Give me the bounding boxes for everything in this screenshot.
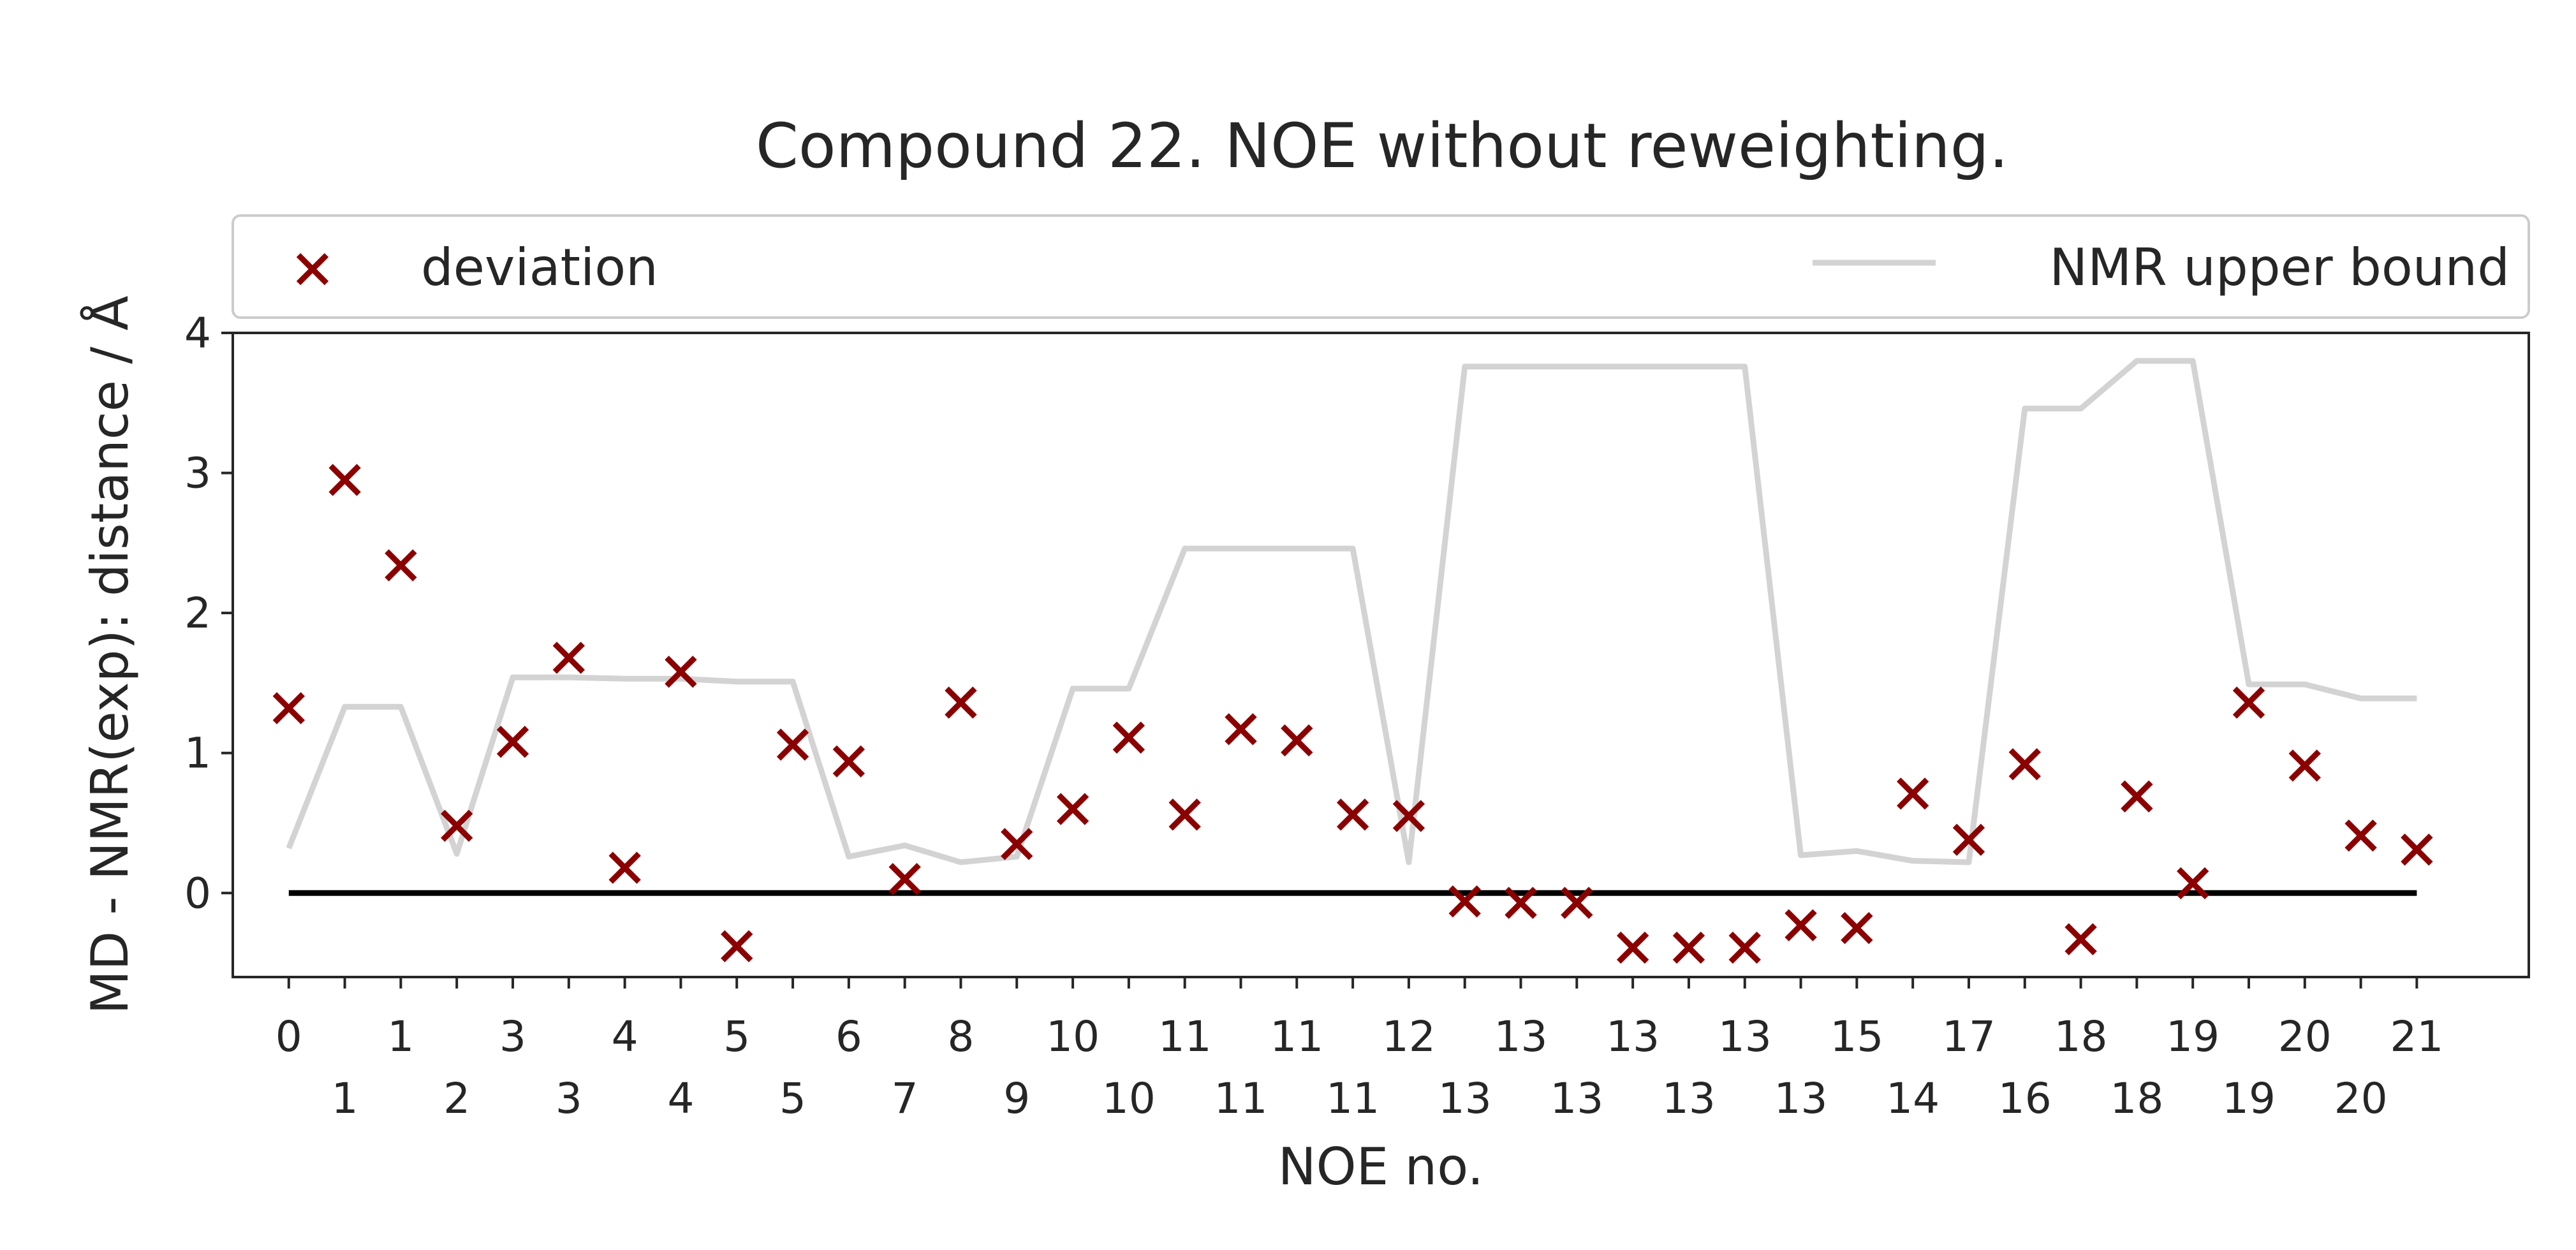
x-tick-label: 0 <box>276 1012 302 1061</box>
deviation-point <box>2176 867 2209 900</box>
deviation-point <box>1392 800 1425 832</box>
x-tick-label: 4 <box>667 1074 694 1123</box>
x-tick-label: 10 <box>1046 1012 1100 1061</box>
x-tick-label: 13 <box>1662 1074 1716 1123</box>
deviation-point <box>2064 923 2097 955</box>
deviation-point <box>1448 885 1481 918</box>
deviation-point <box>1841 911 1873 945</box>
legend: deviation NMR upper bound <box>232 214 2530 319</box>
x-tick-label: 2 <box>443 1074 470 1123</box>
x-tick-label: 1 <box>387 1012 414 1061</box>
x-tick-label: 13 <box>1774 1074 1828 1123</box>
deviation-markers <box>272 464 2433 964</box>
deviation-point <box>1336 798 1369 831</box>
x-tick-label: 7 <box>892 1074 918 1123</box>
deviation-point <box>1616 931 1649 964</box>
x-tick-label: 13 <box>1550 1074 1603 1123</box>
x-tick-label: 9 <box>1003 1074 1030 1123</box>
deviation-point <box>2401 834 2433 866</box>
x-tick-label: 20 <box>2278 1012 2332 1061</box>
x-tick-label: 19 <box>2222 1074 2276 1123</box>
x-tick-label: 16 <box>1998 1074 2052 1123</box>
x-tick-label: 18 <box>2054 1012 2108 1061</box>
deviation-point <box>385 549 417 582</box>
legend-label-deviation: deviation <box>421 238 658 297</box>
x-tick-label: 19 <box>2166 1012 2219 1061</box>
x-tick-label: 5 <box>779 1074 806 1123</box>
x-tick-label: 12 <box>1382 1012 1436 1061</box>
x-tick-label: 13 <box>1606 1012 1660 1061</box>
x-tick-label: 11 <box>1326 1074 1380 1123</box>
deviation-point <box>1225 713 1257 746</box>
deviation-point <box>1561 886 1593 919</box>
x-tick-label: 11 <box>1270 1012 1323 1061</box>
x-tick-label: 20 <box>2334 1074 2388 1123</box>
x-tick-label: 13 <box>1438 1074 1492 1123</box>
deviation-point <box>1112 721 1145 754</box>
chart-title: Compound 22. NOE without reweighting. <box>756 110 2008 182</box>
deviation-point <box>1505 886 1537 919</box>
y-tick-label: 2 <box>184 589 211 638</box>
x-tick-label: 4 <box>612 1012 638 1061</box>
deviation-point <box>1896 777 1929 810</box>
x-tick-label: 5 <box>723 1012 750 1061</box>
deviation-point <box>2344 820 2377 852</box>
x-tick-label: 6 <box>835 1012 862 1061</box>
y-axis-label: MD - NMR(exp): distance / Å <box>80 295 140 1014</box>
x-tick-label: 17 <box>1942 1012 1996 1061</box>
x-tick-label: 21 <box>2390 1012 2443 1061</box>
y-tick-label: 4 <box>184 309 211 358</box>
x-tick-label: 15 <box>1830 1012 1883 1061</box>
deviation-point <box>1168 798 1201 831</box>
x-tick-label: 13 <box>1718 1012 1772 1061</box>
plot-frame <box>232 332 2530 978</box>
deviation-point <box>608 851 641 884</box>
x-tick-label: 14 <box>1886 1074 1939 1123</box>
deviation-point <box>1728 931 1761 964</box>
deviation-point <box>665 656 697 688</box>
x-tick-label: 11 <box>1214 1074 1267 1123</box>
deviation-point <box>832 745 865 778</box>
bound-line-layer <box>286 358 2417 865</box>
deviation-point <box>552 642 585 674</box>
deviation-point <box>2288 749 2321 782</box>
x-tick-label: 3 <box>499 1012 526 1061</box>
y-tick-label: 3 <box>184 449 211 498</box>
x-tick-label: 3 <box>556 1074 582 1123</box>
x-tick-label: 13 <box>1494 1012 1548 1061</box>
x-tick-label: 8 <box>947 1012 974 1061</box>
legend-label-bound: NMR upper bound <box>2049 238 2510 297</box>
x-axis-ticks: 0112334455678910101111111112131313131313… <box>276 977 2443 1123</box>
deviation-point <box>1672 931 1705 964</box>
deviation-point <box>328 464 361 496</box>
x-tick-label: 1 <box>332 1074 358 1123</box>
deviation-point <box>776 728 809 761</box>
deviation-point <box>1785 909 1817 941</box>
deviation-point <box>945 686 977 719</box>
deviation-point <box>2008 748 2041 781</box>
x-axis-label: NOE no. <box>1278 1137 1483 1196</box>
y-axis-ticks: 0 1 2 3 4 <box>184 309 233 918</box>
x-tick-label: 11 <box>1158 1012 1212 1061</box>
y-tick-label: 1 <box>184 729 211 778</box>
deviation-point <box>888 863 921 895</box>
deviation-point <box>441 809 473 842</box>
y-tick-label: 0 <box>184 869 211 918</box>
x-tick-label: 10 <box>1102 1074 1156 1123</box>
deviation-point <box>272 692 305 724</box>
deviation-point <box>721 930 753 962</box>
plot-area <box>232 332 2530 978</box>
x-tick-label: 18 <box>2110 1074 2163 1123</box>
nmr-upper-bound-line <box>286 358 2417 865</box>
legend-marker-deviation <box>296 253 329 286</box>
deviation-point <box>1001 828 1033 860</box>
deviation-point <box>2121 780 2153 812</box>
deviation-point <box>1952 823 1985 857</box>
deviation-point <box>1281 724 1313 757</box>
deviation-point <box>1056 793 1089 825</box>
deviation-point <box>2232 686 2265 719</box>
legend-frame <box>232 214 2530 319</box>
deviation-point <box>496 725 529 758</box>
